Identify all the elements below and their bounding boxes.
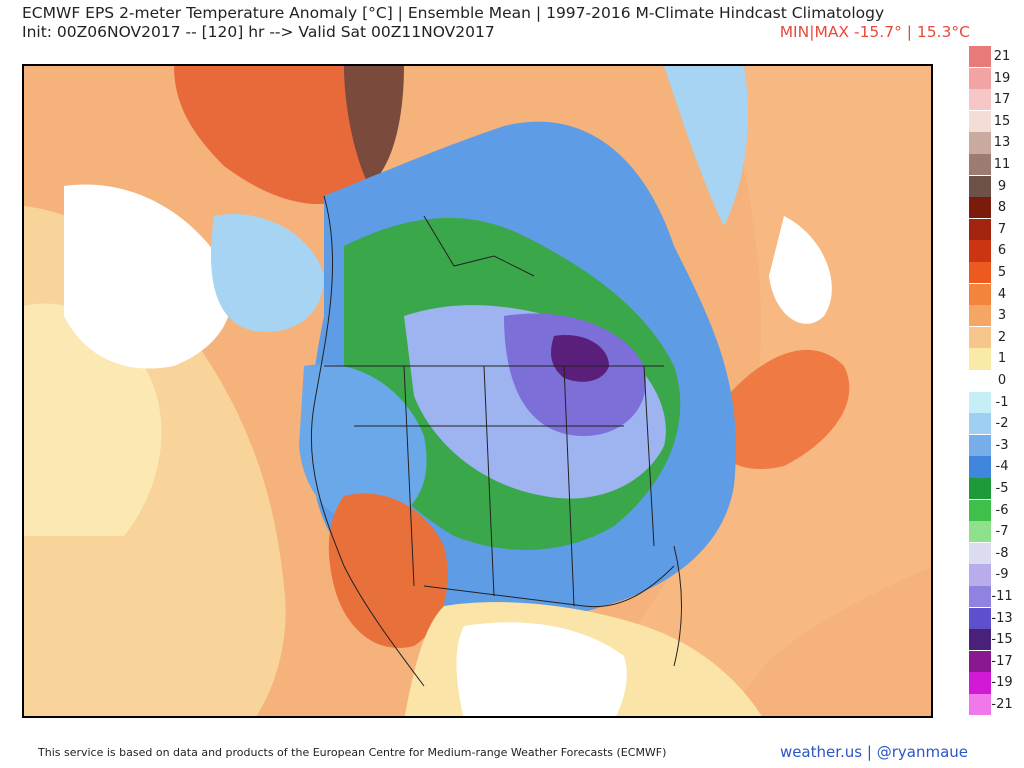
color-scale-tick-label: -4: [995, 459, 1009, 475]
color-swatch: [969, 434, 991, 456]
gulf-neutral-zone: [456, 622, 627, 716]
color-scale-tick-label: 15: [993, 113, 1011, 129]
color-swatch: [969, 175, 991, 197]
southwest-warm: [328, 493, 448, 648]
color-swatch: [969, 197, 991, 219]
color-swatch: [969, 413, 991, 435]
color-swatch: [969, 542, 991, 564]
color-scale-tick-label: 3: [997, 308, 1007, 324]
color-swatch: [969, 586, 991, 608]
color-scale-tick-label: -21: [991, 697, 1013, 712]
yukon-hot-core: [344, 66, 404, 186]
color-scale-tick-label: -8: [995, 545, 1009, 561]
color-scale-tick-label: -17: [991, 653, 1013, 669]
color-swatch: [969, 370, 991, 392]
color-scale-tick-label: -19: [991, 675, 1013, 691]
color-swatch: [969, 650, 991, 672]
color-swatch: [969, 478, 991, 500]
color-scale-tick-label: -2: [995, 416, 1009, 432]
color-scale-tick-label: -1: [995, 394, 1009, 410]
alaska-warm: [174, 66, 388, 205]
color-scale-tick-label: -5: [995, 481, 1009, 496]
color-scale-tick-label: -11: [991, 589, 1013, 604]
pacific-cool-blob: [210, 214, 324, 332]
great-lakes-cold-core: [551, 335, 609, 382]
color-scale-tick-label: 11: [993, 157, 1011, 172]
color-swatch: [969, 348, 991, 370]
brand-link[interactable]: weather.us | @ryanmaue: [779, 743, 968, 761]
color-scale-tick-label: 2: [997, 329, 1007, 345]
color-swatch: [969, 283, 991, 305]
color-scale-tick-label: -3: [995, 437, 1009, 453]
color-swatch: [969, 672, 991, 694]
color-swatch: [969, 629, 991, 651]
color-swatch: [969, 326, 991, 348]
color-swatch: [969, 154, 991, 176]
pacific-neutral-zone: [64, 184, 232, 369]
political-borders: [310, 195, 682, 687]
greenland-cool: [664, 66, 748, 226]
color-scale-tick-label: 9: [997, 178, 1007, 194]
color-swatch: [969, 67, 991, 89]
color-scale-tick-label: 8: [997, 200, 1007, 216]
color-scale-tick-label: 19: [993, 70, 1011, 86]
color-swatch: [969, 240, 991, 262]
color-scale-tick-label: 21: [993, 49, 1011, 64]
min-max-readout: MIN|MAX -15.7° | 15.3°C: [779, 23, 970, 41]
temperature-anomaly-map: [22, 64, 933, 718]
color-scale-tick-label: -13: [991, 610, 1013, 626]
color-swatch: [969, 132, 991, 154]
color-swatch: [969, 391, 991, 413]
color-scale-tick-label: 0: [997, 373, 1007, 388]
ecmwf-credit: This service is based on data and produc…: [38, 746, 667, 759]
color-swatch: [969, 564, 991, 586]
color-scale-tick-label: 5: [997, 265, 1007, 280]
color-swatch: [969, 694, 991, 716]
color-swatch: [969, 521, 991, 543]
color-scale-tick-label: 1: [997, 351, 1007, 367]
color-swatch: [969, 305, 991, 327]
color-scale-tick-label: 7: [997, 221, 1007, 237]
color-scale-tick-label: -15: [991, 632, 1013, 648]
color-swatch: [969, 89, 991, 111]
color-swatch: [969, 607, 991, 629]
map-canvas: [24, 66, 931, 716]
atlantic-warm-core: [704, 349, 850, 470]
color-scale-tick-label: 4: [997, 286, 1007, 302]
color-scale-tick-label: -9: [995, 567, 1009, 583]
atlantic-neutral-zone: [769, 216, 832, 324]
color-swatch: [969, 46, 991, 68]
color-scale-tick-label: 6: [997, 243, 1007, 259]
color-swatch: [969, 110, 991, 132]
map-title: ECMWF EPS 2-meter Temperature Anomaly [°…: [22, 4, 885, 22]
western-us-cool: [299, 364, 427, 526]
color-scale-tick-label: 17: [993, 92, 1011, 108]
color-scale-tick-label: -6: [995, 502, 1009, 518]
color-scale-tick-label: -7: [995, 524, 1009, 540]
color-swatch: [969, 218, 991, 240]
init-valid-time: Init: 00Z06NOV2017 -- [120] hr --> Valid…: [22, 23, 495, 41]
color-swatch: [969, 262, 991, 284]
color-scale-tick-label: 13: [993, 135, 1011, 151]
color-swatch: [969, 456, 991, 478]
color-swatch: [969, 499, 991, 521]
